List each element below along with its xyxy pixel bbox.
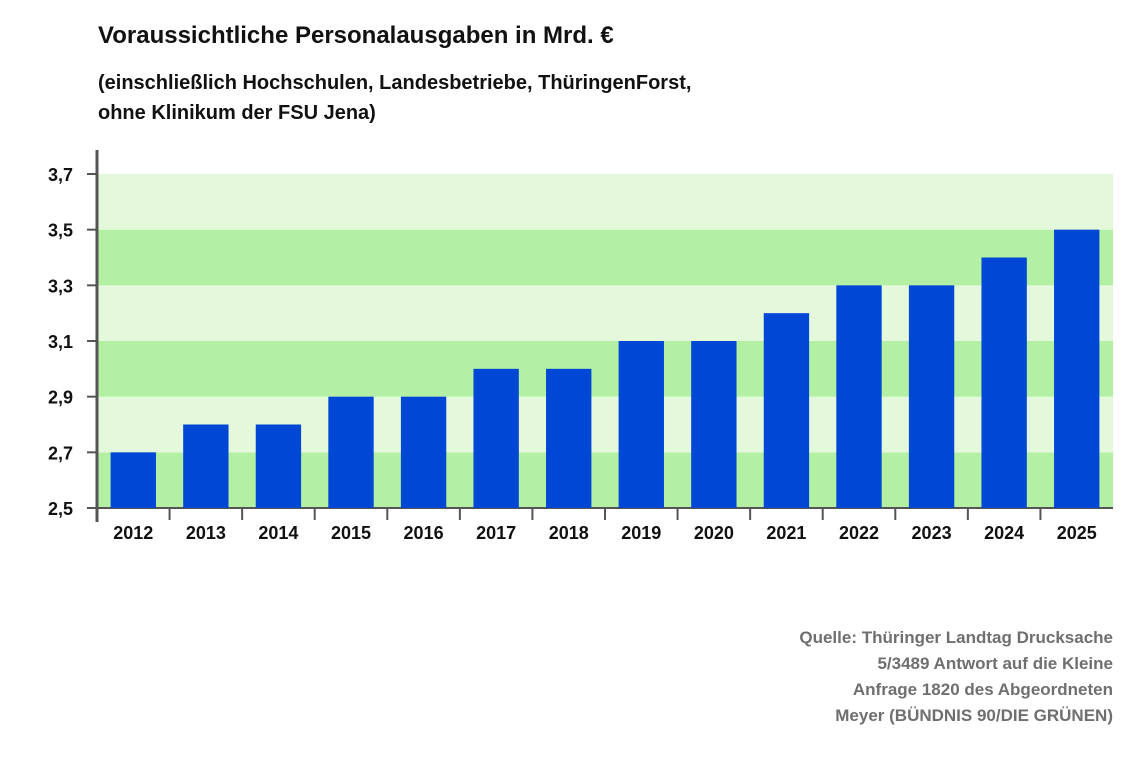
grid-band (97, 452, 1113, 508)
bar (473, 368, 519, 508)
x-tick-label: 2024 (984, 523, 1024, 543)
y-tick-label: 2,5 (48, 499, 73, 519)
grid-band (97, 341, 1113, 397)
x-tick-label: 2023 (912, 523, 952, 543)
bar (908, 285, 955, 508)
y-tick-label: 2,7 (48, 443, 73, 463)
bar (328, 396, 374, 508)
x-tick-label: 2015 (331, 523, 371, 543)
grid-band (97, 396, 1113, 453)
x-tick-label: 2017 (476, 523, 516, 543)
bar (763, 313, 810, 508)
x-tick-label: 2020 (694, 523, 734, 543)
x-tick-label: 2016 (404, 523, 444, 543)
source-line: Quelle: Thüringer Landtag Drucksache (799, 628, 1113, 647)
bar (618, 341, 664, 508)
y-tick-label: 2,9 (48, 388, 73, 408)
grid-band (97, 174, 1113, 230)
grid-band (97, 285, 1113, 341)
x-tick-label: 2012 (113, 523, 153, 543)
source-note: Quelle: Thüringer Landtag Drucksache 5/3… (799, 625, 1113, 729)
x-tick-label: 2021 (766, 523, 806, 543)
y-tick-label: 3,5 (48, 221, 73, 241)
x-tick-label: 2018 (549, 523, 589, 543)
bar (255, 424, 302, 508)
x-tick-label: 2014 (258, 523, 298, 543)
grid-band (97, 229, 1113, 286)
x-tick-label: 2019 (621, 523, 661, 543)
bar (183, 424, 229, 508)
bar (110, 452, 156, 508)
chart-subtitle: (einschließlich Hochschulen, Landesbetri… (98, 68, 691, 128)
bar (1054, 229, 1100, 508)
bar (400, 396, 447, 508)
bar (546, 368, 592, 508)
source-line: 5/3489 Antwort auf die Kleine (877, 654, 1113, 673)
bar (691, 341, 737, 508)
x-tick-label: 2022 (839, 523, 879, 543)
bar (836, 285, 882, 508)
bar (981, 257, 1027, 508)
y-tick-label: 3,7 (48, 165, 73, 185)
source-line: Anfrage 1820 des Abgeordneten (852, 680, 1113, 699)
chart-subtitle-line: (einschließlich Hochschulen, Landesbetri… (98, 72, 692, 94)
y-tick-label: 3,1 (48, 332, 73, 352)
chart-title: Voraussichtliche Personalausgaben in Mrd… (98, 22, 614, 49)
source-line: Meyer (BÜNDNIS 90/DIE GRÜNEN) (835, 706, 1113, 725)
x-tick-label: 2013 (186, 523, 226, 543)
x-tick-label: 2025 (1057, 523, 1097, 543)
chart-subtitle-line: ohne Klinikum der FSU Jena) (98, 102, 376, 124)
y-tick-label: 3,3 (48, 276, 73, 296)
